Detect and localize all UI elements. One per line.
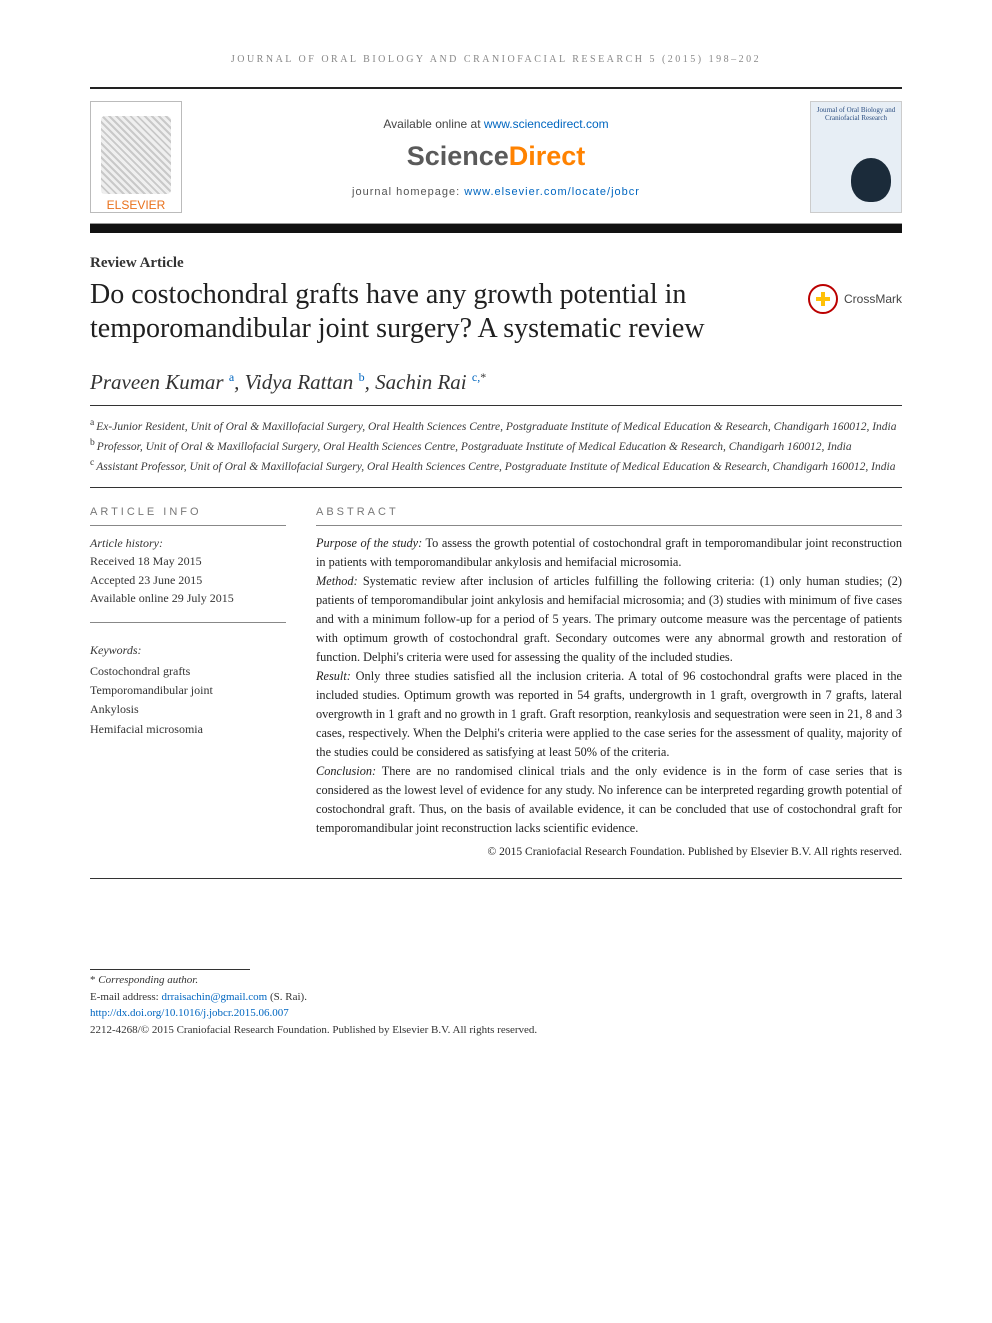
corr-author-label: Corresponding author. (98, 974, 198, 986)
corr-email-link[interactable]: drraisachin@gmail.com (161, 991, 267, 1003)
keyword-item: Costochondral grafts (90, 662, 286, 681)
crossmark-badge[interactable]: CrossMark (808, 284, 902, 314)
elsevier-tree-icon (101, 116, 171, 194)
masthead: ELSEVIER Available online at www.science… (90, 89, 902, 224)
abstract-heading: ABSTRACT (316, 506, 902, 526)
author-affil-sup: c, (472, 370, 480, 384)
purpose-heading: Purpose of the study: (316, 536, 422, 550)
affiliation: cAssistant Professor, Unit of Oral & Max… (90, 456, 902, 476)
author-name: Sachin Rai (375, 370, 467, 394)
issn-copyright: 2212-4268/© 2015 Craniofacial Research F… (90, 1022, 902, 1039)
available-online: Available online at www.sciencedirect.co… (383, 117, 608, 131)
author-affil-sup: b (359, 370, 365, 384)
author-name: Vidya Rattan (245, 370, 354, 394)
result-text: Only three studies satisfied all the inc… (316, 669, 902, 759)
history-label: Article history: (90, 536, 163, 550)
email-label: E-mail address: (90, 991, 161, 1003)
affiliations: aEx-Junior Resident, Unit of Oral & Maxi… (90, 416, 902, 476)
journal-homepage-link[interactable]: www.elsevier.com/locate/jobcr (464, 186, 640, 198)
corr-star: * (480, 370, 486, 384)
history-received: Received 18 May 2015 (90, 554, 202, 568)
journal-cover-title: Journal of Oral Biology and Craniofacial… (815, 106, 897, 122)
keyword-item: Hemifacial microsomia (90, 720, 286, 739)
affil-rule (90, 487, 902, 488)
email-suffix: (S. Rai). (267, 991, 307, 1003)
keyword-item: Ankylosis (90, 700, 286, 719)
publisher-logo[interactable]: ELSEVIER (90, 101, 182, 213)
journal-homepage: journal homepage: www.elsevier.com/locat… (352, 186, 640, 198)
article-title: Do costochondral grafts have any growth … (90, 278, 788, 346)
result-heading: Result: (316, 669, 351, 683)
authors: Praveen Kumar a, Vidya Rattan b, Sachin … (90, 370, 902, 406)
method-heading: Method: (316, 574, 358, 588)
author-name: Praveen Kumar (90, 370, 224, 394)
crossmark-icon (808, 284, 838, 314)
conclusion-text: There are no randomised clinical trials … (316, 764, 902, 835)
sd-science: Science (407, 141, 509, 171)
sd-direct: Direct (509, 141, 586, 171)
footnotes: * Corresponding author. E-mail address: … (90, 969, 902, 1038)
method-text: Systematic review after inclusion of art… (316, 574, 902, 664)
article-history: Article history: Received 18 May 2015 Ac… (90, 534, 286, 623)
keyword-item: Temporomandibular joint (90, 681, 286, 700)
sciencedirect-logo[interactable]: ScienceDirect (407, 141, 586, 172)
abstract: Purpose of the study: To assess the grow… (316, 534, 902, 863)
abstract-copyright: © 2015 Craniofacial Research Foundation.… (316, 844, 902, 862)
affiliation: bProfessor, Unit of Oral & Maxillofacial… (90, 436, 902, 456)
doi-link[interactable]: http://dx.doi.org/10.1016/j.jobcr.2015.0… (90, 1007, 289, 1019)
publisher-name: ELSEVIER (107, 198, 166, 212)
affiliation: aEx-Junior Resident, Unit of Oral & Maxi… (90, 416, 902, 436)
history-online: Available online 29 July 2015 (90, 591, 234, 605)
running-head: JOURNAL OF ORAL BIOLOGY AND CRANIOFACIAL… (90, 54, 902, 65)
bottom-rule (90, 878, 902, 879)
crossmark-label: CrossMark (844, 292, 902, 306)
keywords-label: Keywords: (90, 641, 286, 660)
history-accepted: Accepted 23 June 2015 (90, 573, 202, 587)
cover-silhouette-icon (851, 158, 891, 202)
thick-rule (90, 224, 902, 233)
author-affil-sup: a (229, 370, 234, 384)
corr-marker: * (90, 974, 96, 986)
sciencedirect-link[interactable]: www.sciencedirect.com (484, 117, 609, 131)
conclusion-heading: Conclusion: (316, 764, 376, 778)
footnote-rule (90, 969, 250, 970)
article-info-heading: ARTICLE INFO (90, 506, 286, 526)
article-type: Review Article (90, 255, 902, 272)
journal-cover[interactable]: Journal of Oral Biology and Craniofacial… (810, 101, 902, 213)
keywords: Keywords: Costochondral graftsTemporoman… (90, 641, 286, 739)
